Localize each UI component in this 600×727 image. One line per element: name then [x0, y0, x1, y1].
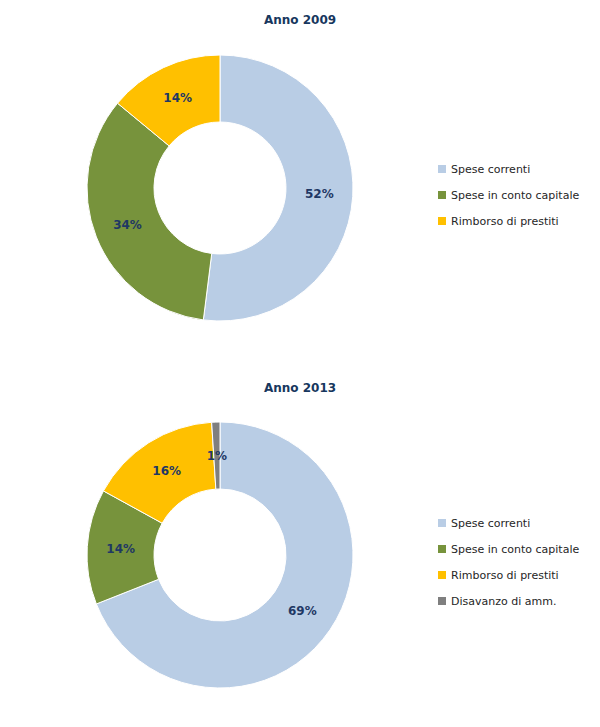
legend-swatch	[438, 165, 446, 173]
legend-swatch	[438, 545, 446, 553]
data-label: 52%	[305, 187, 334, 201]
data-label: 1%	[207, 449, 227, 463]
data-labels: 52% 34% 14%	[113, 91, 334, 232]
legend-label: Spese correnti	[451, 163, 530, 176]
chart-title: Anno 2009	[264, 13, 336, 27]
donut-chart: Anno 2009 52% 34% 14% Spese correnti Spese in…	[87, 13, 579, 321]
legend-label: Spese in conto capitale	[451, 543, 579, 556]
data-labels: 69% 14% 16% 1%	[106, 449, 316, 618]
legend-item: Spese correnti	[438, 517, 530, 530]
legend-item: Spese in conto capitale	[438, 189, 579, 202]
legend-swatch	[438, 519, 446, 527]
legend-item: Spese in conto capitale	[438, 543, 579, 556]
legend-label: Rimborso di prestiti	[451, 215, 559, 228]
legend-label: Disavanzo di amm.	[451, 595, 556, 608]
figure: Anno 2009 52% 34% 14% Spese correnti Spese in…	[0, 0, 600, 727]
legend-swatch	[438, 597, 446, 605]
legend-label: Spese in conto capitale	[451, 189, 579, 202]
donut-chart: Anno 201369%14%16%1%Spese correntiSpese …	[87, 381, 579, 688]
slice	[87, 103, 212, 320]
data-label: 69%	[288, 604, 317, 618]
legend-item: Rimborso di prestiti	[438, 215, 559, 228]
slice	[103, 422, 215, 523]
legend-swatch	[438, 571, 446, 579]
legend-item: Spese correnti	[438, 163, 530, 176]
data-label: 34%	[113, 218, 142, 232]
legend-swatch	[438, 191, 446, 199]
slice	[118, 55, 220, 146]
legend-item: Disavanzo di amm.	[438, 595, 556, 608]
data-label: 16%	[152, 464, 181, 478]
legend-item: Rimborso di prestiti	[438, 569, 559, 582]
legend-swatch	[438, 217, 446, 225]
slice	[96, 422, 353, 688]
plot	[87, 55, 353, 321]
legend: Spese correnti Spese in conto capitale Rim…	[438, 163, 579, 228]
legend: Spese correnti Spese in conto capitale Rim…	[438, 517, 579, 608]
chart-title: Anno 2013	[264, 381, 336, 395]
data-label: 14%	[106, 542, 135, 556]
plot	[87, 422, 353, 688]
legend-label: Rimborso di prestiti	[451, 569, 559, 582]
legend-label: Spese correnti	[451, 517, 530, 530]
slice	[203, 55, 353, 321]
data-label: 14%	[163, 91, 192, 105]
